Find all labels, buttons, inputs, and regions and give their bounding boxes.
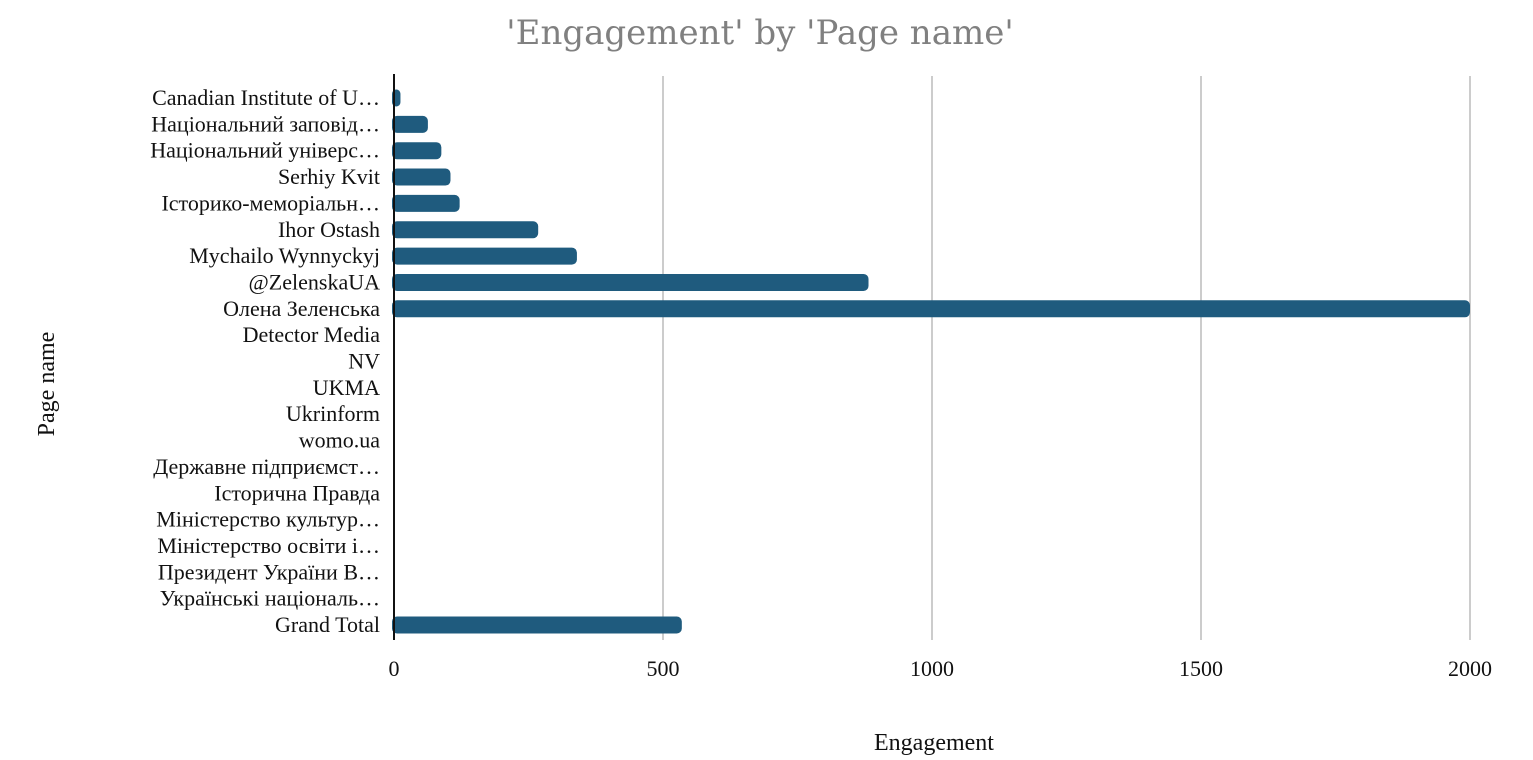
gridlines xyxy=(662,76,1471,640)
bars xyxy=(392,89,1470,634)
bar xyxy=(392,194,460,212)
category-label: Serhiy Kvit xyxy=(278,164,380,189)
bar xyxy=(392,616,682,634)
bar xyxy=(392,221,539,239)
x-tick-label: 1500 xyxy=(1179,656,1223,681)
category-label: Detector Media xyxy=(243,322,381,347)
bar xyxy=(392,273,869,291)
bar xyxy=(392,115,428,133)
category-label: Історико-меморіальн… xyxy=(161,190,380,215)
bar xyxy=(392,247,577,265)
category-label: Олена Зеленська xyxy=(223,296,380,321)
category-label: Міністерство культур… xyxy=(156,507,380,532)
category-label: Ukrinform xyxy=(286,401,380,426)
category-label: @ZelenskaUA xyxy=(249,269,381,294)
x-tick-label: 1000 xyxy=(910,656,954,681)
x-tick-labels: 0 500 1000 1500 2000 xyxy=(389,656,1493,681)
bar xyxy=(392,168,451,186)
category-label: Міністерство освіти і… xyxy=(157,533,380,558)
category-label: UKMA xyxy=(313,375,380,400)
category-label: Національний універс… xyxy=(150,138,380,163)
category-label: Українські національ… xyxy=(160,586,380,611)
category-label: Mychailo Wynnyckyj xyxy=(189,243,380,268)
bar xyxy=(392,300,1470,318)
category-label: Президент України В… xyxy=(158,559,380,584)
category-label: Grand Total xyxy=(275,612,380,637)
y-axis-title: Page name xyxy=(34,332,60,437)
category-label: Canadian Institute of U… xyxy=(152,85,380,110)
category-labels: Canadian Institute of U…Національний зап… xyxy=(150,85,380,637)
x-tick-label: 0 xyxy=(389,656,400,681)
category-label: Ihor Ostash xyxy=(278,217,380,242)
x-tick-label: 500 xyxy=(647,656,680,681)
category-label: Національний заповід… xyxy=(151,111,380,136)
x-axis-title: Engagement xyxy=(874,730,994,756)
bar xyxy=(392,142,442,160)
x-tick-label: 2000 xyxy=(1448,656,1492,681)
category-label: Історична Правда xyxy=(214,480,380,505)
chart-title: 'Engagement' by 'Page name' xyxy=(506,13,1013,53)
category-label: NV xyxy=(348,349,380,374)
category-label: womo.ua xyxy=(299,428,381,453)
category-label: Державне підприємст… xyxy=(153,454,380,479)
